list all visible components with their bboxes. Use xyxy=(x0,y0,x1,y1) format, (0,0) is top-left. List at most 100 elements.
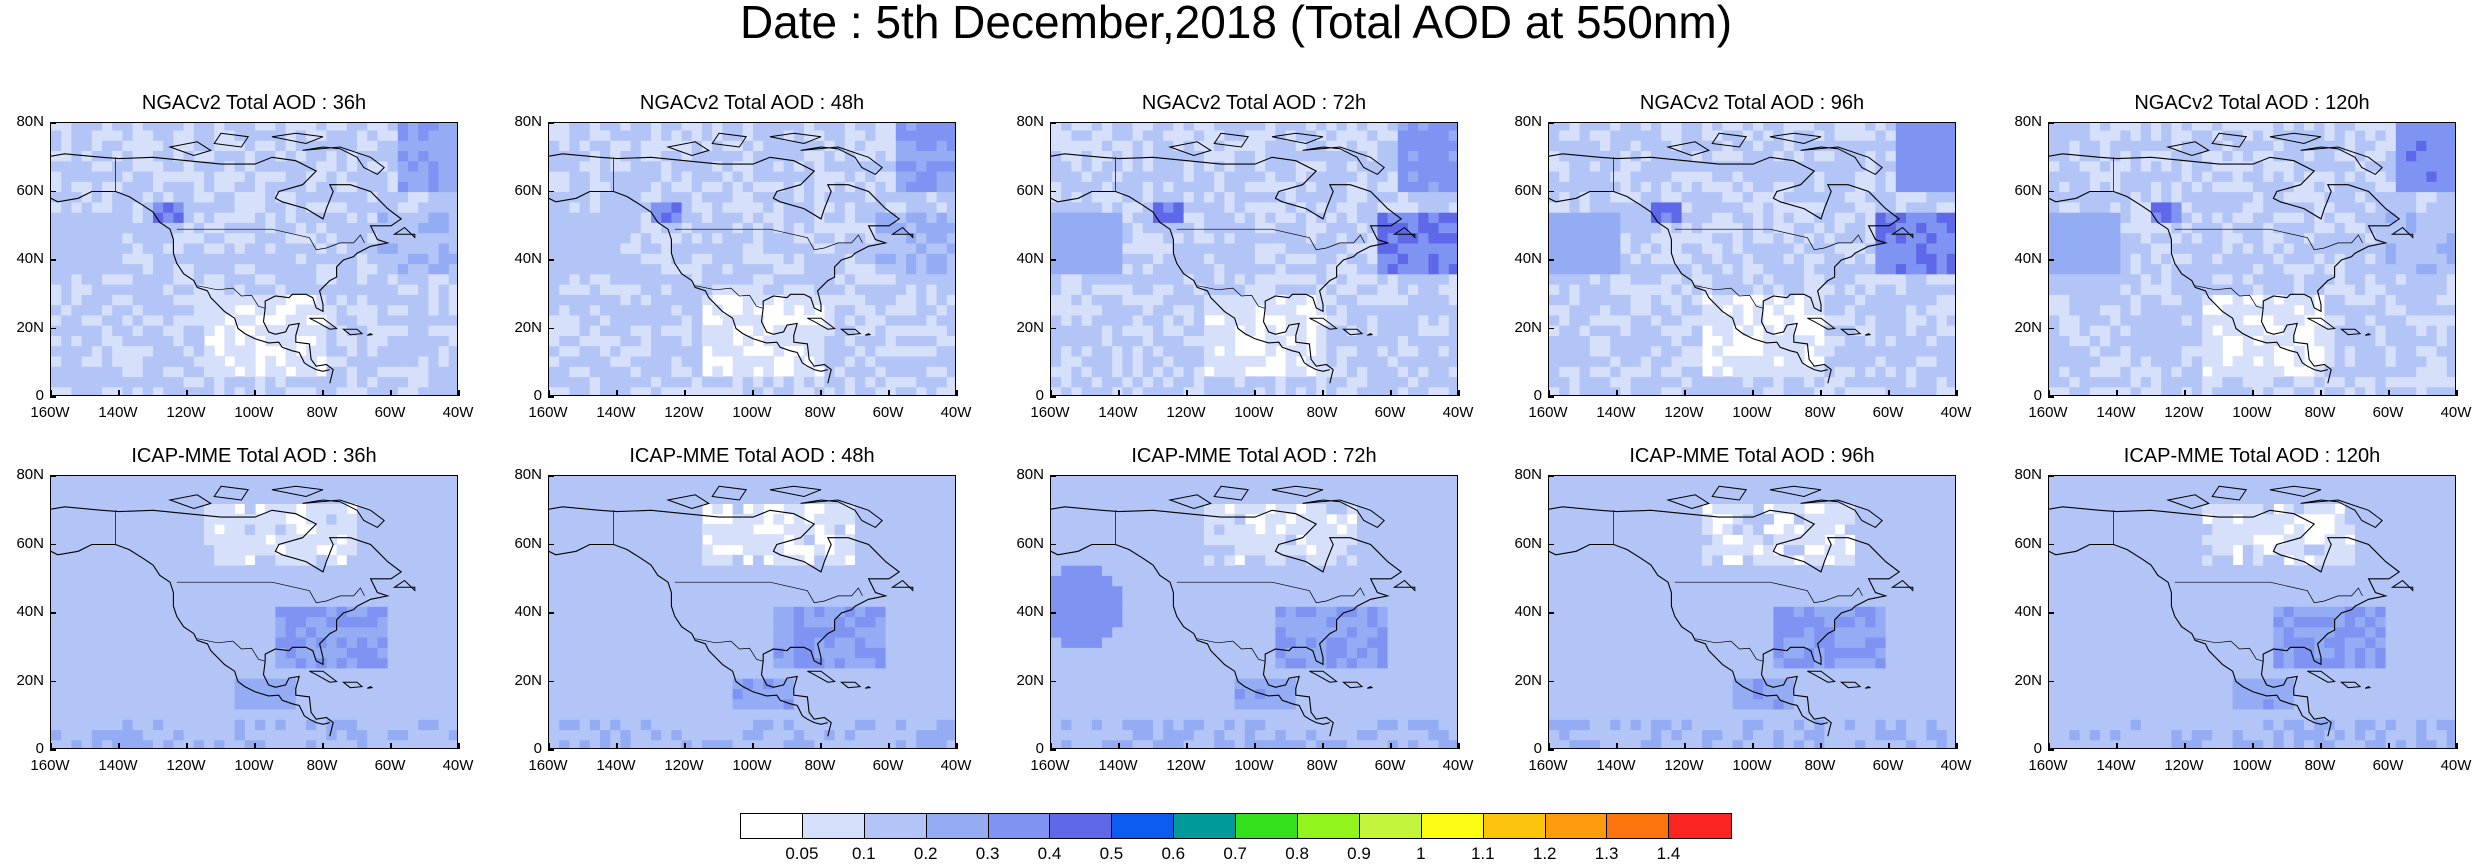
aod-cell xyxy=(590,140,601,151)
aod-cell xyxy=(855,387,866,396)
aod-cell xyxy=(631,222,642,233)
aod-cell xyxy=(1590,171,1601,182)
aod-cell xyxy=(2202,274,2213,285)
aod-cell xyxy=(906,202,917,213)
aod-cell xyxy=(753,222,764,233)
aod-cell xyxy=(824,325,835,336)
aod-cell xyxy=(71,335,82,346)
aod-cell xyxy=(1794,123,1805,131)
aod-cell xyxy=(1794,243,1805,254)
aod-cell xyxy=(1143,274,1154,285)
aod-cell xyxy=(235,263,246,274)
aod-cell xyxy=(600,325,611,336)
aod-cell xyxy=(204,171,215,182)
aod-cell xyxy=(875,192,886,203)
aod-cell xyxy=(1439,315,1450,326)
aod-cell xyxy=(2141,284,2152,295)
aod-cell xyxy=(590,192,601,203)
aod-cell xyxy=(1743,140,1754,151)
aod-cell xyxy=(1814,305,1825,316)
aod-cell xyxy=(641,140,652,151)
aod-cell xyxy=(671,335,682,346)
aod-cell xyxy=(1733,192,1744,203)
aod-cell xyxy=(153,325,164,336)
aod-cell xyxy=(1173,233,1184,244)
aod-cell xyxy=(722,274,733,285)
aod-cell xyxy=(1408,123,1419,131)
aod-cell xyxy=(671,356,682,367)
aod-cell xyxy=(1337,366,1348,377)
aod-cell xyxy=(1214,325,1225,336)
aod-cell xyxy=(1569,212,1580,223)
y-tick-label: 80N xyxy=(4,113,44,130)
aod-cell xyxy=(651,130,662,141)
aod-cell xyxy=(610,233,621,244)
aod-cell xyxy=(61,263,72,274)
aod-cell xyxy=(1122,305,1133,316)
aod-cell xyxy=(1367,284,1378,295)
aod-cell xyxy=(1580,325,1591,336)
aod-cell xyxy=(449,284,458,295)
aod-cell xyxy=(600,356,611,367)
aod-cell xyxy=(255,212,266,223)
aod-cell xyxy=(153,294,164,305)
aod-cell xyxy=(1357,222,1368,233)
aod-cell xyxy=(1194,233,1205,244)
aod-cell xyxy=(1875,192,1886,203)
aod-cell xyxy=(1153,335,1164,346)
aod-cell xyxy=(1173,243,1184,254)
aod-cell xyxy=(722,192,733,203)
aod-cell xyxy=(1184,294,1195,305)
aod-cell xyxy=(896,171,907,182)
aod-cell xyxy=(692,212,703,223)
aod-cell xyxy=(173,387,184,396)
aod-cell xyxy=(794,243,805,254)
aod-cell xyxy=(449,387,458,396)
aod-cell xyxy=(102,181,113,192)
aod-cell xyxy=(2151,346,2162,357)
aod-cell xyxy=(1214,243,1225,254)
y-tick-mark xyxy=(1548,396,1554,398)
aod-cell xyxy=(2192,346,2203,357)
x-tick-mark xyxy=(390,390,392,396)
aod-cell xyxy=(398,263,409,274)
aod-cell xyxy=(1610,243,1621,254)
aod-cell xyxy=(2263,253,2274,264)
aod-cell xyxy=(408,202,419,213)
aod-cell xyxy=(1682,130,1693,141)
aod-cell xyxy=(2131,253,2142,264)
aod-cell xyxy=(337,233,348,244)
aod-cell xyxy=(2212,243,2223,254)
aod-cell xyxy=(1875,335,1886,346)
aod-cell xyxy=(163,171,174,182)
aod-cell xyxy=(1255,387,1266,396)
aod-cell xyxy=(1906,253,1917,264)
aod-cell xyxy=(1082,202,1093,213)
aod-cell xyxy=(286,263,297,274)
aod-cell xyxy=(906,192,917,203)
aod-cell xyxy=(2182,356,2193,367)
aod-cell xyxy=(682,315,693,326)
aod-cell xyxy=(1398,263,1409,274)
aod-cell xyxy=(204,212,215,223)
aod-cell xyxy=(651,335,662,346)
aod-cell xyxy=(1845,294,1856,305)
aod-cell xyxy=(275,212,286,223)
aod-cell xyxy=(1347,212,1358,223)
aod-cell xyxy=(2182,346,2193,357)
aod-cell xyxy=(692,253,703,264)
aod-cell xyxy=(1061,315,1072,326)
aod-cell xyxy=(1194,130,1205,141)
aod-cell xyxy=(1153,161,1164,172)
aod-cell xyxy=(1875,253,1886,264)
aod-cell xyxy=(326,305,337,316)
aod-cell xyxy=(916,335,927,346)
aod-cell xyxy=(2080,315,2091,326)
aod-cell xyxy=(2437,356,2448,367)
aod-cell xyxy=(1845,315,1856,326)
aod-cell xyxy=(610,274,621,285)
aod-cell xyxy=(1377,346,1388,357)
aod-cell xyxy=(1947,171,1956,182)
aod-cell xyxy=(1449,387,1458,396)
aod-cell xyxy=(1173,366,1184,377)
